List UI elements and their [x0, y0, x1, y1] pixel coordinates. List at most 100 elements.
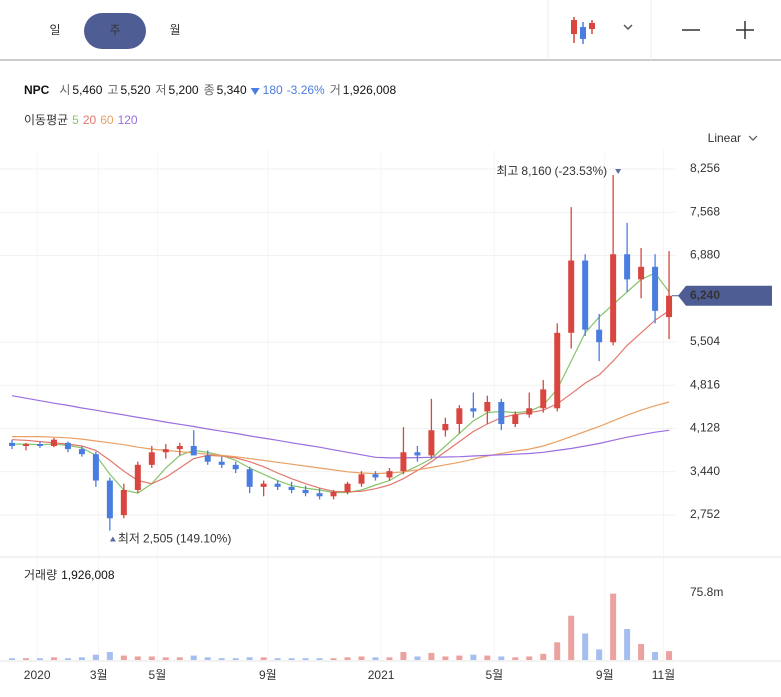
- x-tick-label: 2020: [24, 668, 51, 682]
- quote-key: 종: [204, 83, 215, 97]
- candle-body: [652, 266, 659, 311]
- candle-body: [372, 474, 379, 478]
- ma-legend: 이동평균 5 20 60 120: [24, 113, 138, 127]
- x-tick-label: 9월: [259, 668, 277, 682]
- candle-body: [596, 329, 603, 343]
- volume-bar: [176, 657, 183, 660]
- candle-body: [526, 408, 533, 415]
- x-tick-label: 5월: [149, 668, 167, 682]
- volume-bar: [316, 658, 323, 660]
- candle-body: [120, 489, 127, 516]
- last-price-tag: [678, 285, 772, 306]
- tab-pill[interactable]: [84, 13, 146, 49]
- candle-body: [414, 452, 421, 456]
- volume-title-key: 거래량: [24, 568, 57, 582]
- ma-legend-entry: 5: [72, 113, 79, 127]
- volume-bar: [218, 658, 225, 660]
- candle-icon[interactable]: [571, 17, 595, 44]
- moving-average: [11, 395, 670, 459]
- quote-key: 고: [107, 83, 118, 97]
- volume-bar: [204, 657, 211, 660]
- x-tick-label: 2021: [368, 668, 395, 682]
- candle-body: [666, 295, 673, 318]
- volume-bar: [470, 654, 477, 660]
- x-tick-label: 3월: [90, 668, 108, 682]
- ma-legend-entry: 20: [83, 113, 97, 127]
- candle-body: [442, 423, 449, 431]
- chevron[interactable]: [623, 24, 633, 31]
- candle-body: [582, 260, 589, 330]
- zoom-in[interactable]: [736, 21, 754, 39]
- volume-bar: [120, 655, 127, 660]
- volume-bar: [568, 615, 575, 660]
- tab[interactable]: 월: [169, 23, 180, 37]
- volume-bar: [526, 656, 533, 660]
- volume-bar: [190, 655, 197, 660]
- tab[interactable]: 일: [49, 23, 60, 37]
- quote-key: 저: [156, 83, 167, 97]
- candle-body: [554, 332, 561, 409]
- scale-mode[interactable]: Linear: [708, 131, 741, 145]
- high-note-label: 최고: [496, 164, 518, 178]
- high-note-value: 8,160: [521, 164, 551, 178]
- candle-body: [22, 444, 29, 446]
- candle-body: [246, 469, 253, 487]
- y-tick-label: 5,504: [690, 334, 720, 348]
- y-tick-label: 4,128: [690, 421, 720, 435]
- quote-line: NPC 시 5,460 고 5,520 저 5,200 종 5,340 180 -3.26% 거 1,9…: [24, 83, 396, 97]
- volume-bar: [540, 653, 547, 660]
- ma-legend-entry: 120: [118, 113, 138, 127]
- candle-body: [36, 444, 43, 446]
- candle-body: [330, 491, 337, 497]
- candle-body: [498, 401, 505, 424]
- candle-body: [204, 455, 211, 462]
- candle-body: [50, 439, 57, 446]
- candle-body: [218, 461, 225, 465]
- candle-body: [400, 452, 407, 472]
- high-note-pct: (-23.53%): [554, 164, 607, 178]
- volume-bar: [344, 657, 351, 660]
- volume-bar: [22, 658, 29, 660]
- quote-value: 5,460: [72, 83, 102, 97]
- volume-bar: [624, 629, 631, 660]
- candle-body: [232, 464, 239, 470]
- moving-average: [12, 401, 670, 475]
- ma-legend-title: 이동평균: [24, 113, 68, 127]
- ma-legend-entry: 60: [100, 113, 114, 127]
- low-note-arrow: [109, 536, 116, 542]
- volume-bar: [428, 652, 435, 660]
- tab[interactable]: 주: [109, 23, 120, 37]
- candle-body: [484, 401, 491, 412]
- volume-bar: [302, 658, 309, 660]
- volume-bar: [400, 652, 407, 660]
- y-tick-label: 3,440: [690, 464, 720, 478]
- volume-bar: [330, 658, 337, 660]
- volume-bar: [78, 657, 85, 660]
- candle-body: [190, 445, 197, 456]
- quote-value: 5,200: [169, 83, 199, 97]
- volume-bar: [64, 658, 71, 660]
- candle-body: [288, 486, 295, 490]
- candle-body: [64, 442, 71, 450]
- high-note: 최고 8,160 (-23.53%): [496, 164, 607, 178]
- volume-value: 1,926,008: [343, 83, 397, 97]
- candle-body: [512, 414, 519, 424]
- volume-bar: [232, 658, 239, 660]
- y-tick-label: 8,256: [690, 161, 720, 175]
- x-tick-label: 11월: [652, 668, 676, 682]
- volume-title: 거래량 1,926,008: [24, 568, 115, 582]
- candle-body: [358, 474, 365, 484]
- candle-body: [610, 254, 617, 343]
- scale-chevron[interactable]: [748, 135, 758, 141]
- volume-bar: [288, 658, 295, 660]
- candle-body: [92, 454, 99, 481]
- change-pct: -3.26%: [287, 83, 325, 97]
- low-note-pct: (149.10%): [176, 532, 231, 546]
- volume-bar: [414, 656, 421, 660]
- candle-body: [456, 408, 463, 424]
- candle-body: [428, 430, 435, 456]
- y-tick-label: 4,816: [690, 377, 720, 391]
- candle-body: [316, 493, 323, 497]
